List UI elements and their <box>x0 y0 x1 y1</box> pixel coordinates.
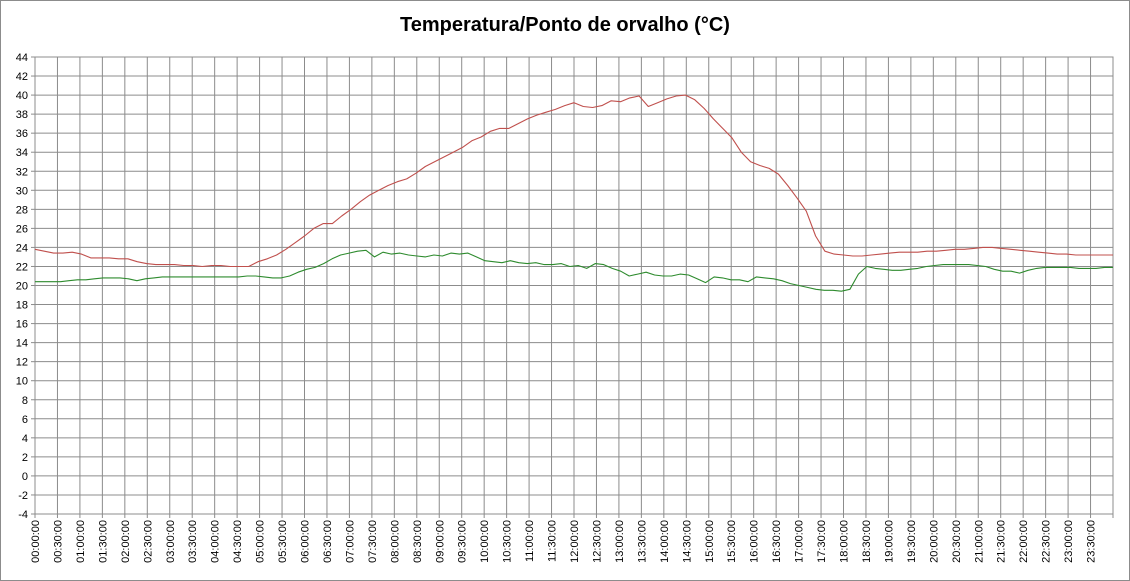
x-tick-label: 13:30:00 <box>636 520 648 563</box>
y-tick-label: 28 <box>16 204 28 216</box>
x-tick-label: 02:00:00 <box>120 520 132 563</box>
y-tick-label: 14 <box>16 338 28 350</box>
x-tick-label: 22:00:00 <box>1018 520 1030 563</box>
y-tick-label: 16 <box>16 319 28 331</box>
y-tick-label: -4 <box>18 509 28 521</box>
x-tick-label: 16:00:00 <box>749 520 761 563</box>
x-tick-label: 07:00:00 <box>344 520 356 563</box>
x-tick-label: 05:30:00 <box>277 520 289 563</box>
x-tick-label: 06:30:00 <box>322 520 334 563</box>
y-tick-label: 20 <box>16 281 28 293</box>
y-tick-label: 0 <box>22 471 28 483</box>
x-tick-label: 12:30:00 <box>591 520 603 563</box>
x-tick-label: 04:00:00 <box>210 520 222 563</box>
x-tick-label: 23:30:00 <box>1086 520 1098 563</box>
x-tick-label: 05:00:00 <box>255 520 267 563</box>
y-tick-label: 34 <box>16 147 28 159</box>
x-tick-label: 16:30:00 <box>771 520 783 563</box>
x-tick-label: 00:00:00 <box>30 520 42 563</box>
y-tick-label: 8 <box>22 395 28 407</box>
y-tick-label: 2 <box>22 452 28 464</box>
x-tick-label: 14:30:00 <box>681 520 693 563</box>
x-tick-label: 11:00:00 <box>524 520 536 562</box>
x-tick-label: 21:30:00 <box>996 520 1008 563</box>
x-tick-label: 02:30:00 <box>142 520 154 563</box>
plot-border <box>34 56 1114 515</box>
y-tick-label: 22 <box>16 261 28 273</box>
y-tick-label: 18 <box>16 300 28 312</box>
x-tick-label: 01:30:00 <box>97 520 109 563</box>
series-line-2 <box>35 249 1113 292</box>
x-tick-label: 13:00:00 <box>614 520 626 563</box>
y-tick-label: 38 <box>16 109 28 121</box>
x-tick-label: 17:30:00 <box>816 520 828 563</box>
x-tick-label: 09:30:00 <box>457 520 469 563</box>
chart-title: Temperatura/Ponto de orvalho (°C) <box>400 14 730 36</box>
x-tick-label: 15:00:00 <box>704 520 716 563</box>
y-tick-label: 40 <box>16 90 28 102</box>
x-tick-label: 15:30:00 <box>726 520 738 563</box>
x-tick-label: 17:00:00 <box>794 520 806 563</box>
y-tick-label: -2 <box>18 490 28 502</box>
x-tick-label: 08:30:00 <box>412 520 424 563</box>
y-tick-label: 30 <box>16 185 28 197</box>
x-tick-label: 22:30:00 <box>1041 520 1053 563</box>
x-tick-label: 03:30:00 <box>187 520 199 563</box>
x-tick-label: 21:00:00 <box>973 520 985 563</box>
x-tick-label: 12:00:00 <box>569 520 581 563</box>
x-tick-label: 09:00:00 <box>434 520 446 563</box>
y-tick-label: 10 <box>16 376 28 388</box>
x-tick-label: 06:00:00 <box>300 520 312 563</box>
y-tick-label: 24 <box>16 242 28 254</box>
y-tick-label: 42 <box>16 71 28 83</box>
x-tick-label: 19:00:00 <box>883 520 895 563</box>
x-tick-label: 01:00:00 <box>75 520 87 563</box>
x-tick-label: 20:30:00 <box>951 520 963 563</box>
y-tick-label: 32 <box>16 166 28 178</box>
y-tick-label: 12 <box>16 357 28 369</box>
x-tick-label: 19:30:00 <box>906 520 918 563</box>
x-tick-label: 11:30:00 <box>547 520 559 562</box>
x-tick-label: 18:30:00 <box>861 520 873 563</box>
y-tick-label: 26 <box>16 223 28 235</box>
y-tick-label: 4 <box>22 433 28 445</box>
x-tick-label: 08:00:00 <box>389 520 401 563</box>
y-tick-label: 6 <box>22 414 28 426</box>
x-tick-label: 03:00:00 <box>165 520 177 563</box>
x-tick-label: 00:30:00 <box>52 520 64 563</box>
x-tick-label: 10:00:00 <box>479 520 491 563</box>
x-tick-label: 14:00:00 <box>659 520 671 563</box>
x-tick-label: 04:30:00 <box>232 520 244 563</box>
x-tick-label: 23:00:00 <box>1063 520 1075 563</box>
series-line-1 <box>34 94 1113 268</box>
x-tick-label: 07:30:00 <box>367 520 379 563</box>
x-tick-label: 18:00:00 <box>839 520 851 563</box>
y-tick-label: 44 <box>16 52 28 64</box>
y-tick-label: 36 <box>16 128 28 140</box>
x-tick-label: 20:00:00 <box>928 520 940 563</box>
x-tick-label: 10:30:00 <box>502 520 514 563</box>
